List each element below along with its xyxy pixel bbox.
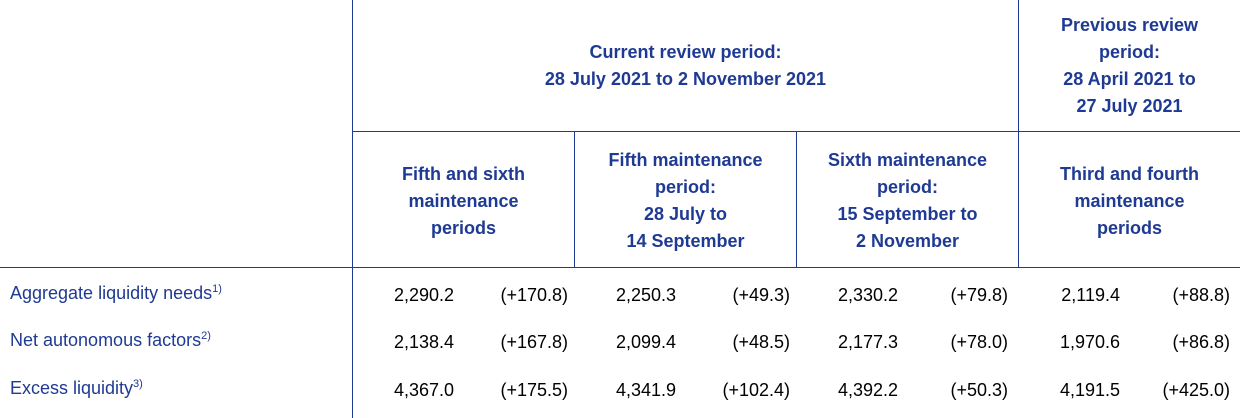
table-cell: (+175.5) — [500, 380, 568, 400]
header-previous-review-period: Previous review period: 28 April 2021 to… — [1060, 14, 1199, 116]
table-cell: (+425.0) — [1162, 380, 1230, 400]
table-cell: (+49.3) — [732, 285, 790, 305]
table-cell: 2,250.3 — [615, 285, 676, 305]
grid-line — [574, 131, 575, 268]
row-label-net-autonomous-factors: Net autonomous factors2) — [10, 330, 211, 350]
table-cell: (+170.8) — [500, 285, 568, 305]
table-cell: (+78.0) — [950, 332, 1008, 352]
table-cell: 4,367.0 — [393, 380, 454, 400]
table-cell: 2,330.2 — [837, 285, 898, 305]
grid-line — [352, 0, 353, 418]
column-header-sixth-period: Sixth maintenance period: 15 September t… — [827, 150, 988, 251]
table-cell: (+79.8) — [950, 285, 1008, 305]
row-label-excess-liquidity: Excess liquidity3) — [10, 378, 143, 398]
footnote-marker: 2) — [201, 330, 211, 342]
table-cell: 2,290.2 — [393, 285, 454, 305]
table-cell: 2,138.4 — [393, 332, 454, 352]
grid-line — [1018, 0, 1019, 268]
table-cell: 1,970.6 — [1059, 332, 1120, 352]
column-header-third-and-fourth: Third and fourth maintenance periods — [1060, 163, 1199, 238]
table-cell: (+86.8) — [1172, 332, 1230, 352]
header-current-review-period: Current review period: 28 July 2021 to 2… — [544, 41, 827, 89]
row-label-aggregate-liquidity-needs: Aggregate liquidity needs1) — [10, 283, 222, 303]
table-cell: 4,341.9 — [615, 380, 676, 400]
column-header-fifth-period: Fifth maintenance period: 28 July to 14 … — [608, 150, 763, 251]
table-cell: (+48.5) — [732, 332, 790, 352]
table-cell: 4,392.2 — [837, 380, 898, 400]
table-cell: (+50.3) — [950, 380, 1008, 400]
grid-line — [0, 267, 1240, 268]
table-cell: (+88.8) — [1172, 285, 1230, 305]
table-cell: 2,119.4 — [1061, 285, 1120, 305]
table-cell: 2,177.3 — [837, 332, 898, 352]
table-cell: 4,191.5 — [1059, 380, 1120, 400]
table-cell: (+167.8) — [500, 332, 568, 352]
grid-line — [796, 131, 797, 268]
column-header-fifth-and-sixth: Fifth and sixth maintenance periods — [402, 163, 525, 238]
table-cell: 2,099.4 — [615, 332, 676, 352]
footnote-marker: 1) — [212, 283, 222, 295]
grid-line — [352, 131, 1240, 132]
footnote-marker: 3) — [133, 378, 143, 390]
table-cell: (+102.4) — [722, 380, 790, 400]
